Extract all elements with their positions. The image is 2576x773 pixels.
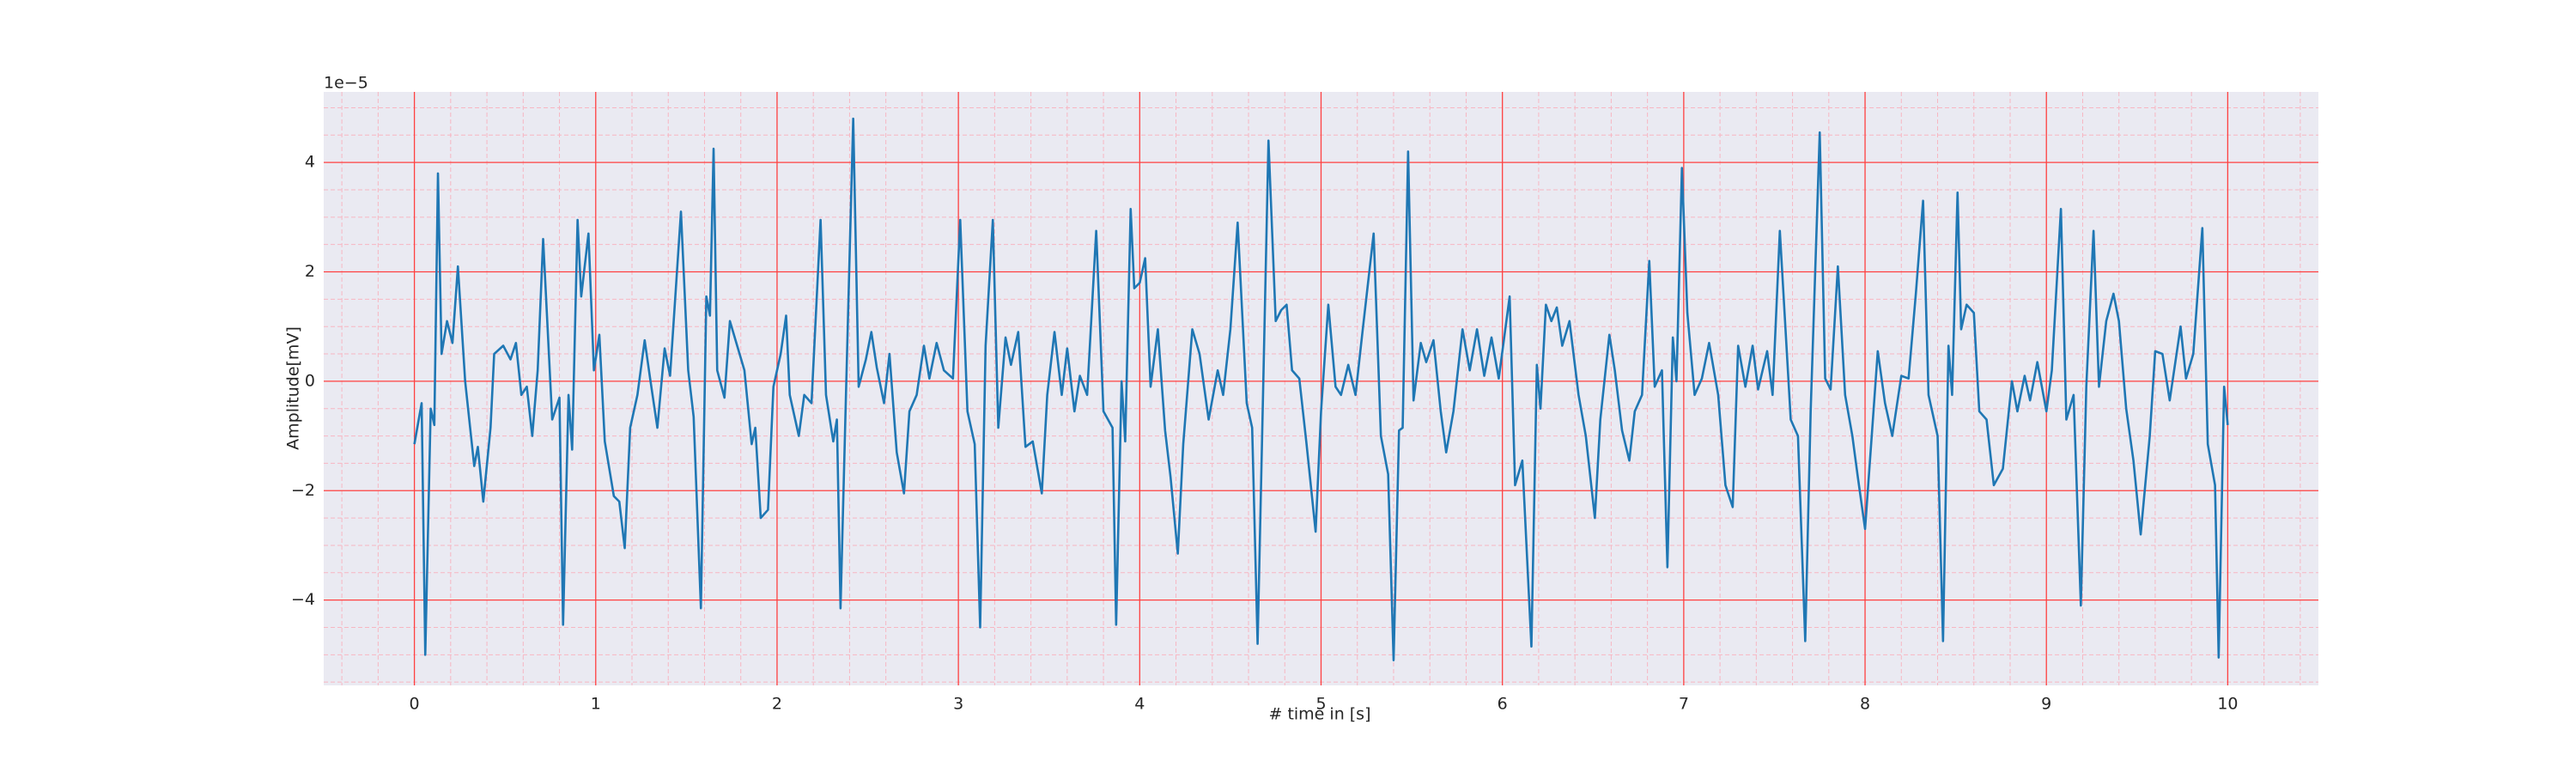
x-tick-label: 8 [1860, 695, 1870, 714]
x-tick-label: 10 [2217, 695, 2238, 714]
x-tick-label: 4 [1134, 695, 1145, 714]
y-tick-label: 0 [305, 371, 315, 390]
x-tick-label: 1 [591, 695, 601, 714]
y-tick-label: −2 [291, 481, 315, 500]
x-tick-label: 0 [410, 695, 420, 714]
x-axis-label: # time in [s] [1268, 705, 1370, 724]
x-tick-label: 9 [2041, 695, 2051, 714]
x-tick-label: 3 [953, 695, 963, 714]
y-tick-label: −4 [291, 590, 315, 609]
y-offset-text: 1e−5 [324, 74, 368, 93]
y-axis-label: Amplitude[mV] [284, 326, 303, 450]
x-tick-label: 7 [1679, 695, 1689, 714]
x-tick-label: 6 [1498, 695, 1508, 714]
y-tick-label: 2 [305, 262, 315, 281]
signal-line [413, 117, 2229, 661]
x-tick-label: 2 [772, 695, 782, 714]
y-tick-label: 4 [305, 153, 315, 172]
x-tick-label: 5 [1315, 695, 1326, 714]
